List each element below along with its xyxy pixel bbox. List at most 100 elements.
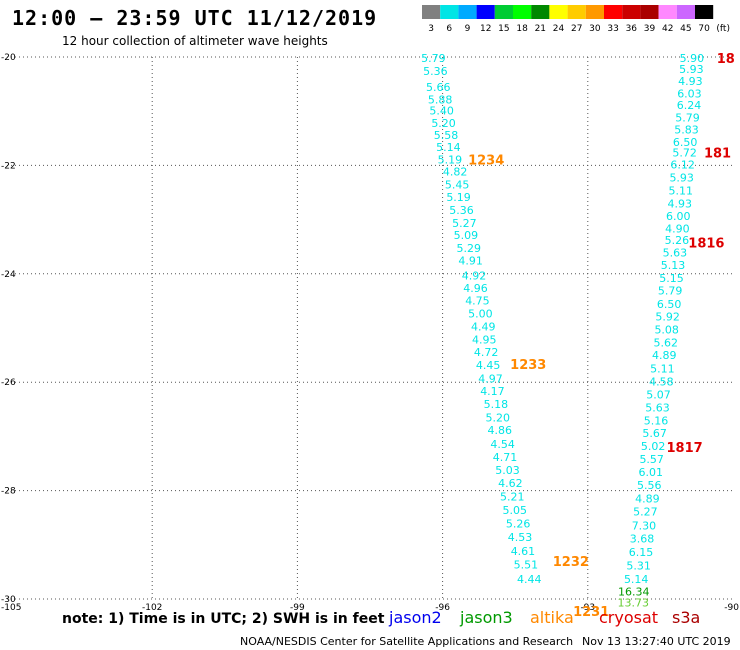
wave-height-label: 5.08 xyxy=(654,324,679,337)
wave-height-label: 4.89 xyxy=(652,349,677,362)
colorbar-label: 9 xyxy=(465,24,471,34)
y-tick-label: -30 xyxy=(1,595,16,605)
chart-title: 12:00 – 23:59 UTC 11/12/2019 xyxy=(12,6,378,30)
wave-height-label: 5.45 xyxy=(445,178,470,191)
generation-timestamp: Nov 13 13:27:40 UTC 2019 xyxy=(582,635,731,648)
pass-time-annotation: 181 xyxy=(704,146,731,161)
wave-height-label: 5.11 xyxy=(668,184,693,197)
wave-height-label: 4.89 xyxy=(635,493,660,506)
wave-height-label: 5.88 xyxy=(428,93,453,106)
wave-height-label: 4.62 xyxy=(498,477,523,490)
x-tick-label: -99 xyxy=(290,603,305,613)
wave-height-label: 5.16 xyxy=(644,415,669,428)
wave-height-label: 5.20 xyxy=(486,411,511,424)
colorbar-swatch xyxy=(585,5,604,19)
wave-height-label: 4.96 xyxy=(463,282,488,295)
y-tick-label: -22 xyxy=(1,161,16,171)
x-tick-label: -93 xyxy=(580,603,595,613)
wave-height-label: 5.79 xyxy=(675,112,700,125)
pass-time-annotation: 1231 xyxy=(573,605,609,620)
legend-jason2: jason2 xyxy=(389,608,442,627)
colorbar-swatch xyxy=(531,5,550,19)
wave-height-label: 5.14 xyxy=(436,141,461,154)
colorbar-label: 3 xyxy=(428,24,434,34)
colorbar-label: 39 xyxy=(644,24,656,34)
wave-height-label: 4.58 xyxy=(649,376,674,389)
wave-height-label: 5.92 xyxy=(655,311,680,324)
y-tick-label: -28 xyxy=(1,487,16,497)
colorbar-label: 30 xyxy=(589,24,601,34)
wave-height-label: 5.09 xyxy=(454,229,479,242)
wave-height-label: 4.45 xyxy=(476,359,501,372)
wave-height-label: 7.30 xyxy=(632,519,657,532)
legend-jason3: jason3 xyxy=(460,608,513,627)
wave-height-label: 6.12 xyxy=(670,158,695,171)
colorbar-swatch xyxy=(695,5,714,19)
colorbar-label: 21 xyxy=(535,24,546,34)
pass-time-annotation: 18 xyxy=(717,52,735,67)
wave-height-label: 5.00 xyxy=(468,307,493,320)
wave-height-label: 6.50 xyxy=(657,298,682,311)
wave-height-label: 4.75 xyxy=(465,294,490,307)
wave-height-label: 5.18 xyxy=(484,398,509,411)
colorbar-swatch xyxy=(658,5,677,19)
wave-height-label: 4.93 xyxy=(668,197,693,210)
x-tick-label: -102 xyxy=(142,603,162,613)
colorbar-swatch xyxy=(549,5,568,19)
y-tick-label: -26 xyxy=(1,378,16,388)
colorbar-label: 6 xyxy=(446,24,452,34)
x-tick-label: -96 xyxy=(435,603,450,613)
wave-height-label: 5.90 xyxy=(680,52,705,65)
wave-height-label: 6.00 xyxy=(666,210,691,223)
wave-height-label: 6.50 xyxy=(673,136,698,149)
wave-height-label: 4.44 xyxy=(517,573,542,586)
pass-time-annotation: 1234 xyxy=(468,153,504,168)
wave-height-label: 4.61 xyxy=(511,545,536,558)
wave-height-label: 5.51 xyxy=(514,558,539,571)
wave-height-label: 5.27 xyxy=(633,506,658,519)
wave-height-label: 6.15 xyxy=(629,546,654,559)
wave-height-label: 4.72 xyxy=(474,346,499,359)
wave-height-label: 5.27 xyxy=(452,217,477,230)
wave-height-label: 5.66 xyxy=(426,81,451,94)
wave-height-label: 4.90 xyxy=(665,222,690,235)
legend-cryosat: cryosat xyxy=(599,608,659,627)
wave-height-label: 5.57 xyxy=(639,453,664,466)
wave-height-label: 4.93 xyxy=(678,75,703,88)
wave-height-label: 5.14 xyxy=(624,573,649,586)
wave-height-label: 4.54 xyxy=(490,438,515,451)
colorbar-label: (ft) xyxy=(716,24,730,34)
wave-height-label: 5.63 xyxy=(645,402,670,415)
pass-time-annotation: 1233 xyxy=(510,358,546,373)
colorbar-swatch xyxy=(494,5,513,19)
colorbar-swatch xyxy=(476,5,495,19)
wave-height-label: 5.07 xyxy=(646,389,671,402)
colorbar-label: 27 xyxy=(571,24,582,34)
wave-height-label: 5.29 xyxy=(456,242,481,255)
wave-height-label: 5.26 xyxy=(665,234,690,247)
wave-height-label: 4.82 xyxy=(443,165,468,178)
pass-time-annotation: 1817 xyxy=(667,441,703,456)
colorbar-swatch xyxy=(422,5,441,19)
legend-altika: altika xyxy=(530,608,574,627)
wave-height-label: 13.73 xyxy=(618,596,650,609)
wave-height-label: 5.36 xyxy=(449,204,474,217)
colorbar-swatch xyxy=(440,5,459,19)
colorbar-label: 33 xyxy=(607,24,618,34)
colorbar-swatch xyxy=(567,5,586,19)
wave-height-label: 4.91 xyxy=(458,254,483,267)
wave-height-label: 6.03 xyxy=(677,87,702,100)
wave-height-label: 4.95 xyxy=(472,333,497,346)
pass-time-annotation: 1232 xyxy=(553,555,589,570)
colorbar-label: 36 xyxy=(626,24,638,34)
wave-height-label: 5.62 xyxy=(653,337,678,350)
wave-height-label: 5.36 xyxy=(423,65,448,78)
x-tick-label: -90 xyxy=(724,603,739,613)
wave-height-label: 5.63 xyxy=(663,247,688,260)
wave-height-label: 3.68 xyxy=(630,532,655,545)
wave-height-label: 5.31 xyxy=(626,559,651,572)
wave-height-label: 5.93 xyxy=(679,63,704,76)
wave-height-label: 5.79 xyxy=(421,52,446,65)
wave-height-label: 5.02 xyxy=(641,440,666,453)
